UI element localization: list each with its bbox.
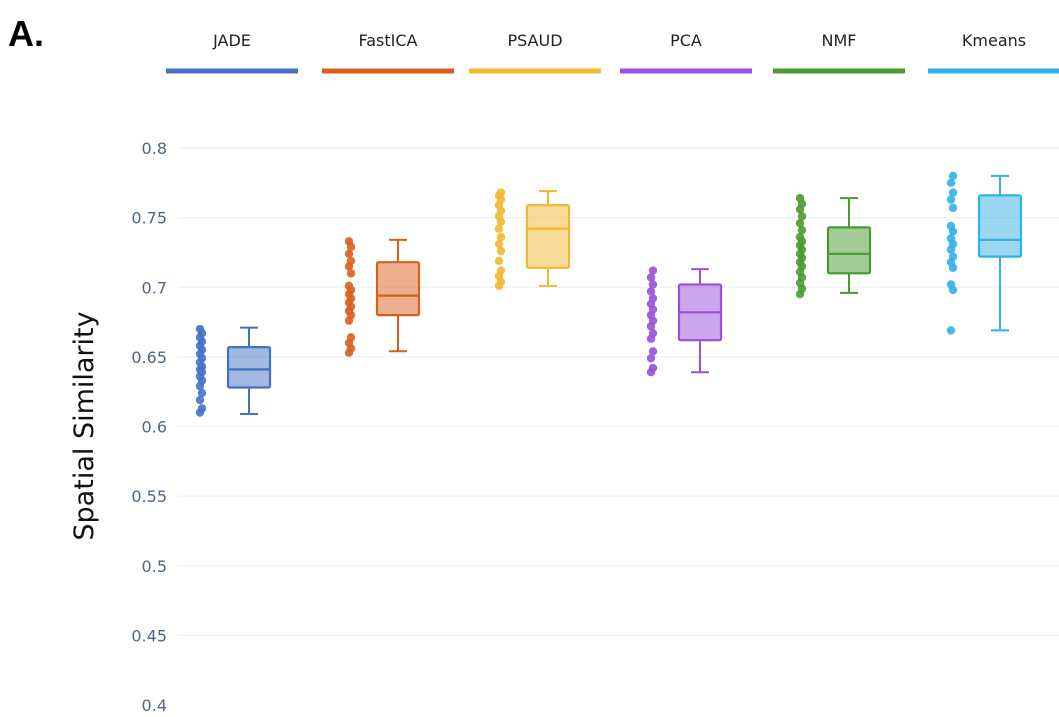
data-point [496, 266, 506, 275]
data-point [948, 171, 958, 181]
data-point [648, 347, 658, 356]
data-point [946, 221, 956, 231]
data-point [494, 239, 504, 249]
box-jade [195, 324, 272, 417]
data-point [946, 195, 956, 204]
legend-label: NMF [822, 31, 857, 50]
legend-label: PCA [670, 31, 702, 50]
data-point [494, 256, 504, 265]
y-tick-label: 0.6 [142, 418, 167, 437]
data-point [795, 232, 805, 242]
data-point [195, 324, 205, 334]
data-point [197, 404, 207, 413]
legend: JADE FastICA PSAUD PCA NMF Kmeans [166, 31, 1059, 74]
panel-label: A. [8, 13, 44, 54]
data-point [344, 237, 354, 246]
y-tick-label: 0.7 [142, 278, 167, 297]
box-psaud [494, 188, 571, 291]
box-iqr [977, 194, 1023, 258]
data-point [344, 249, 354, 259]
data-point [948, 252, 958, 261]
data-point [946, 234, 956, 243]
box-iqr [375, 261, 421, 317]
data-point [648, 329, 658, 338]
y-tick-label: 0.45 [131, 626, 167, 645]
data-point [797, 212, 807, 221]
data-point [795, 218, 805, 228]
data-point [195, 395, 205, 405]
y-tick-label: 0.75 [131, 209, 167, 228]
data-point [197, 388, 207, 398]
box-fastica [344, 237, 421, 357]
data-point [496, 232, 506, 242]
legend-label: FastICA [359, 31, 418, 50]
data-point [646, 273, 656, 282]
data-point [948, 188, 958, 197]
y-tick-label: 0.55 [131, 487, 167, 506]
data-point [795, 193, 805, 203]
y-tick-label: 0.8 [142, 139, 167, 158]
legend-label: Kmeans [962, 31, 1026, 50]
data-point [797, 225, 807, 235]
data-point [948, 203, 958, 213]
y-tick-label: 0.5 [142, 557, 167, 576]
y-tick-label: 0.65 [131, 348, 167, 367]
data-point [946, 280, 956, 289]
data-point [646, 287, 656, 296]
gridlines [178, 147, 1059, 636]
data-point [946, 178, 956, 188]
box-nmf [795, 193, 872, 299]
y-tick-label: 0.4 [142, 696, 167, 715]
data-point [346, 333, 356, 342]
box-iqr [525, 203, 571, 269]
data-point [496, 246, 506, 256]
data-point [648, 294, 658, 303]
legend-label: PSAUD [507, 31, 562, 50]
data-point [496, 188, 506, 197]
box-kmeans [946, 171, 1023, 335]
data-point [648, 280, 658, 289]
data-point [346, 256, 356, 265]
box-series [195, 171, 1023, 417]
data-point [648, 266, 658, 275]
data-point [946, 326, 956, 335]
y-axis-ticks: 0.4 0.45 0.5 0.55 0.6 0.65 0.7 0.75 0.8 [131, 139, 167, 715]
box-iqr [226, 346, 272, 389]
box-iqr [826, 226, 872, 275]
legend-label: JADE [212, 31, 251, 50]
y-axis-label: Spatial Similarity [69, 311, 100, 540]
data-point [646, 354, 656, 363]
data-point [346, 269, 356, 278]
box-pca [646, 266, 723, 377]
data-point [494, 224, 504, 233]
data-point [648, 363, 658, 373]
data-point [344, 281, 354, 291]
